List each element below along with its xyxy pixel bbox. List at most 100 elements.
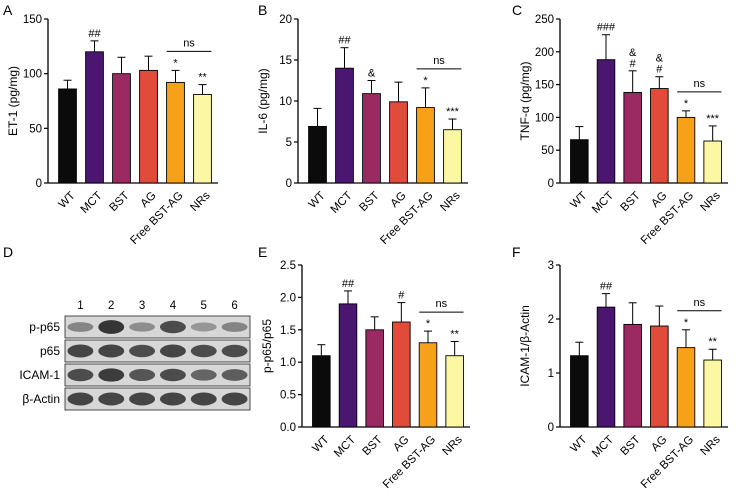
significance-mark: # — [398, 290, 405, 302]
blot-row-label: ICAM-1 — [19, 368, 60, 382]
significance-mark: * — [173, 57, 178, 69]
significance-mark: ** — [450, 328, 459, 340]
lane-number: 6 — [231, 300, 237, 312]
x-tick-label: WT — [307, 190, 328, 211]
y-axis-label: ICAM-1/β-Actin — [518, 305, 532, 387]
bar-bst — [623, 323, 642, 428]
bar-wt — [308, 125, 327, 184]
y-axis-label: p-p65/p65 — [260, 319, 274, 373]
significance-mark: ## — [342, 278, 355, 290]
bar-free-bst-ag — [676, 347, 696, 428]
x-tick-label: WT — [568, 190, 589, 211]
comparison-label: ns — [436, 298, 448, 310]
bar-mct — [338, 303, 358, 428]
bar-bst — [623, 92, 642, 184]
y-axis-label: TNF-α (pg/mg) — [518, 62, 532, 141]
significance-mark: * — [684, 317, 689, 329]
significance-mark: * — [684, 98, 689, 110]
blot-band — [190, 322, 217, 332]
significance-mark: ** — [198, 72, 207, 84]
y-tick-label: 15 — [279, 55, 292, 67]
x-tick-label: AG — [391, 434, 411, 454]
significance-mark: & — [368, 68, 376, 80]
y-tick-label: 0 — [548, 178, 554, 190]
significance-mark: ## — [88, 28, 101, 40]
x-tick-label: WT — [568, 434, 589, 455]
significance-mark: ** — [708, 336, 717, 348]
significance-mark: & — [629, 47, 637, 59]
blot-band — [221, 369, 248, 381]
western-blot: 1 2 3 4 5 6 p-p65 p65 ICAM-1 β-Actin — [19, 300, 251, 411]
blot-band — [190, 369, 217, 381]
blot-band — [67, 322, 94, 332]
y-tick-label: 1.5 — [280, 325, 296, 337]
x-tick-label: AG — [388, 190, 408, 210]
bar-nrs — [703, 359, 722, 428]
significance-mark: * — [423, 75, 428, 87]
blot-band — [67, 344, 94, 358]
x-tick-label: NRs — [441, 434, 465, 458]
y-tick-label: 20 — [279, 14, 292, 26]
bar-free-bst-ag — [418, 342, 438, 428]
x-tick-label: WT — [57, 190, 78, 211]
blot-band — [67, 368, 94, 382]
blot-band — [190, 344, 217, 358]
y-tick-label: 2 — [548, 314, 554, 326]
x-tick-label: MCT — [590, 190, 616, 216]
bar-free-bst-ag — [416, 107, 435, 184]
y-tick-label: 0 — [36, 178, 42, 190]
blot-band — [129, 322, 156, 332]
significance-mark: ## — [338, 35, 351, 47]
bar-ag — [650, 88, 669, 184]
significance-mark: * — [426, 318, 431, 330]
blot-band — [159, 368, 186, 382]
y-tick-label: 1 — [548, 368, 554, 380]
bar-mct — [596, 306, 616, 428]
y-axis-label: IL-6 (pg/mg) — [256, 68, 270, 133]
blot-band — [98, 368, 125, 382]
y-tick-label: 0 — [548, 422, 554, 434]
x-tick-label: BST — [619, 434, 643, 458]
x-tick-label: WT — [310, 434, 331, 455]
bar-free-bst-ag — [166, 81, 185, 184]
bar-bst — [365, 329, 384, 428]
y-tick-label: 250 — [535, 14, 554, 26]
blot-band — [221, 392, 248, 406]
comparison-label: ns — [433, 55, 445, 67]
chart-e-p-p65: 0.0 0.5 1.0 1.5 2.0 2.5 p-p65/p65 WT ## MCT BST # AG… — [260, 260, 470, 491]
x-tick-label: MCT — [79, 190, 105, 216]
y-tick-label: 150 — [23, 14, 42, 26]
y-tick-label: 150 — [535, 80, 554, 92]
blot-band — [221, 322, 248, 332]
x-tick-label: MCT — [590, 434, 616, 460]
bar-nrs — [443, 129, 462, 184]
x-tick-label: AG — [138, 190, 158, 210]
x-tick-label: MCT — [329, 190, 355, 216]
blot-band — [159, 344, 186, 358]
panel-letter-e: E — [258, 244, 267, 260]
significance-mark: & — [656, 53, 664, 65]
bar-mct — [335, 67, 354, 184]
blot-band — [129, 392, 156, 406]
x-tick-label: NRs — [188, 190, 212, 214]
y-tick-label: 0 — [286, 178, 292, 190]
y-axis-label: ET-1 (pg/mg) — [6, 66, 20, 136]
blot-band — [190, 392, 217, 406]
bar-wt — [570, 355, 589, 428]
comparison-label: ns — [183, 37, 195, 49]
x-tick-label: AG — [649, 434, 669, 454]
y-tick-label: 2.0 — [280, 292, 296, 304]
significance-mark: # — [630, 58, 637, 70]
blot-band — [129, 344, 156, 358]
significance-mark: ## — [600, 281, 613, 293]
y-tick-label: 200 — [535, 47, 554, 59]
blot-band — [159, 320, 186, 334]
significance-mark: *** — [446, 106, 460, 118]
blot-row-label: p65 — [40, 344, 60, 358]
blot-band — [129, 368, 156, 382]
significance-mark: # — [656, 64, 663, 76]
bar-bst — [362, 93, 381, 184]
